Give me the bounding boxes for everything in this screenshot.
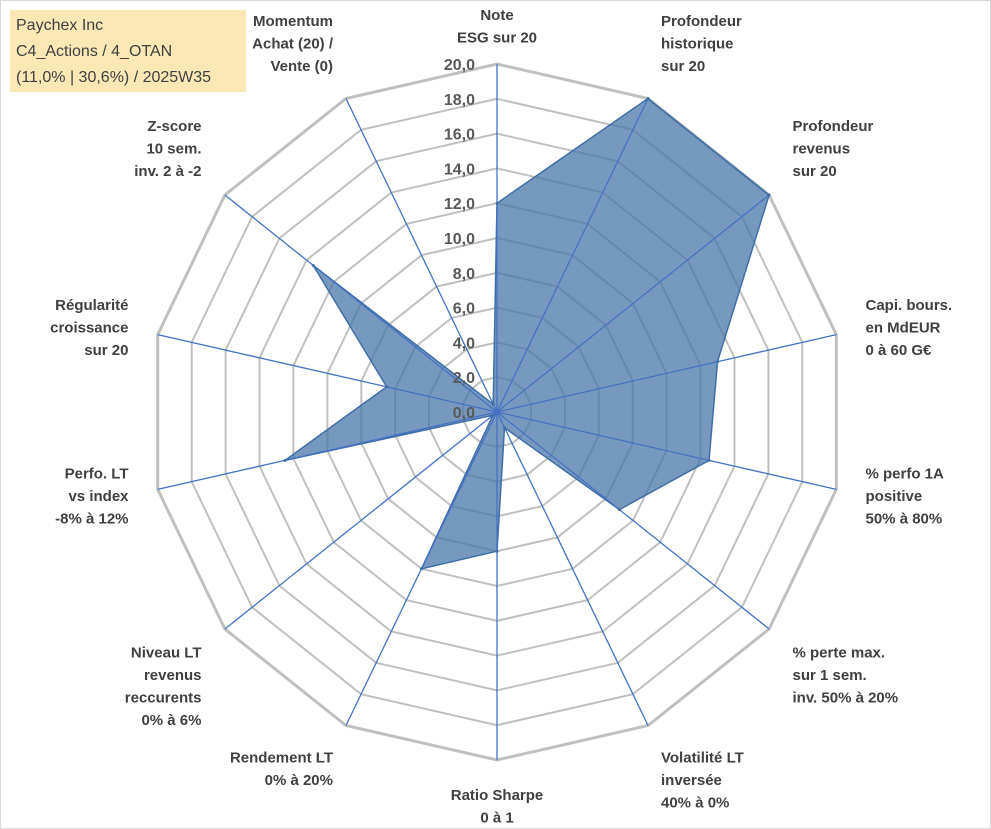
axis-label: Profondeur	[793, 118, 874, 135]
axis-spoke	[496, 194, 770, 413]
axis-spoke	[224, 194, 498, 413]
axis-label: Vente (0)	[270, 58, 333, 75]
tick-label: 2,0	[453, 370, 475, 387]
axis-spoke	[157, 333, 498, 413]
axis-label: Achat (20) /	[252, 35, 334, 52]
title-box: Paychex Inc C4_Actions / 4_OTAN (11,0% |…	[10, 10, 246, 92]
data-point	[495, 201, 499, 205]
axis-label: 40% à 0%	[661, 795, 729, 812]
data-point	[495, 549, 499, 553]
data-point	[767, 193, 771, 197]
tick-label: 14,0	[444, 161, 475, 178]
axis-label: Rendement LT	[230, 750, 333, 767]
title-category: C4_Actions / 4_OTAN	[16, 43, 173, 60]
axis-label: Profondeur	[661, 13, 742, 30]
tick-label: 8,0	[453, 266, 475, 283]
axis-label: sur 20	[793, 163, 837, 180]
tick-label: 16,0	[444, 127, 475, 144]
tick-label: 0,0	[453, 405, 475, 422]
data-point	[707, 458, 711, 462]
axis-label: Z-score	[147, 118, 201, 135]
title-stats: (11,0% | 30,6%) / 2025W35	[16, 69, 212, 86]
axis-label: 0 à 60 G€	[866, 342, 933, 359]
axis-label: Niveau LT	[131, 645, 202, 662]
axis-label: reccurents	[125, 690, 202, 707]
axis-label: historique	[661, 35, 734, 52]
axis-label: vs index	[68, 488, 129, 505]
axis-spoke	[157, 411, 498, 491]
title-company: Paychex Inc	[16, 17, 104, 34]
axis-label: en MdEUR	[866, 320, 941, 337]
axis-label: Note	[480, 7, 513, 24]
axis-label: ESG sur 20	[457, 30, 537, 47]
data-area	[284, 97, 770, 570]
axis-label: 10 sem.	[146, 140, 201, 157]
tick-label: 12,0	[444, 196, 475, 213]
axis-label: inv. 2 à -2	[134, 163, 201, 180]
axis-label: Perfo. LT	[65, 465, 129, 482]
axis-label: inv. 50% à 20%	[793, 690, 899, 707]
axis-spoke	[496, 411, 770, 630]
axis-label: 0% à 20%	[265, 772, 333, 789]
axis-spoke	[345, 98, 498, 413]
axis-label: % perte max.	[793, 645, 886, 662]
data-point	[491, 402, 495, 406]
axis-spoke	[496, 411, 837, 491]
axis-label: Volatilité LT	[661, 750, 744, 767]
data-point	[420, 567, 423, 571]
data-point	[617, 508, 621, 512]
axis-label: sur 20	[661, 58, 705, 75]
tick-label: 6,0	[453, 301, 475, 318]
data-point	[385, 385, 389, 389]
axis-label: 50% à 80%	[866, 510, 943, 527]
axis-label: % perfo 1A	[866, 465, 945, 482]
data-point	[646, 97, 650, 100]
axis-spoke	[496, 333, 837, 413]
axis-label: sur 20	[84, 342, 128, 359]
tick-label: 10,0	[444, 231, 475, 248]
data-point	[503, 426, 506, 430]
axis-label: revenus	[144, 667, 202, 684]
axis-label: 0% à 6%	[141, 712, 201, 729]
axis-label: -8% à 12%	[55, 510, 128, 527]
axis-label: croissance	[50, 320, 128, 337]
axis-label: Momentum	[253, 13, 333, 30]
axis-label: sur 1 sem.	[793, 667, 867, 684]
axis-spoke	[224, 411, 498, 630]
axis-label: 0 à 1	[480, 810, 513, 827]
axis-label: Régularité	[55, 297, 128, 314]
axis-label: inversée	[661, 772, 722, 789]
tick-label: 20,0	[444, 57, 475, 74]
axis-spoke	[496, 98, 649, 413]
data-point	[311, 264, 315, 267]
tick-label: 18,0	[444, 92, 475, 109]
data-point	[283, 458, 287, 462]
data-point	[491, 413, 495, 417]
axis-label: Capi. bours.	[866, 297, 953, 314]
axis-spoke	[496, 411, 649, 726]
axis-label: positive	[866, 488, 923, 505]
axis-label: Ratio Sharpe	[451, 787, 544, 804]
tick-label: 4,0	[453, 335, 475, 352]
data-point	[716, 360, 719, 364]
axis-label: revenus	[793, 140, 851, 157]
